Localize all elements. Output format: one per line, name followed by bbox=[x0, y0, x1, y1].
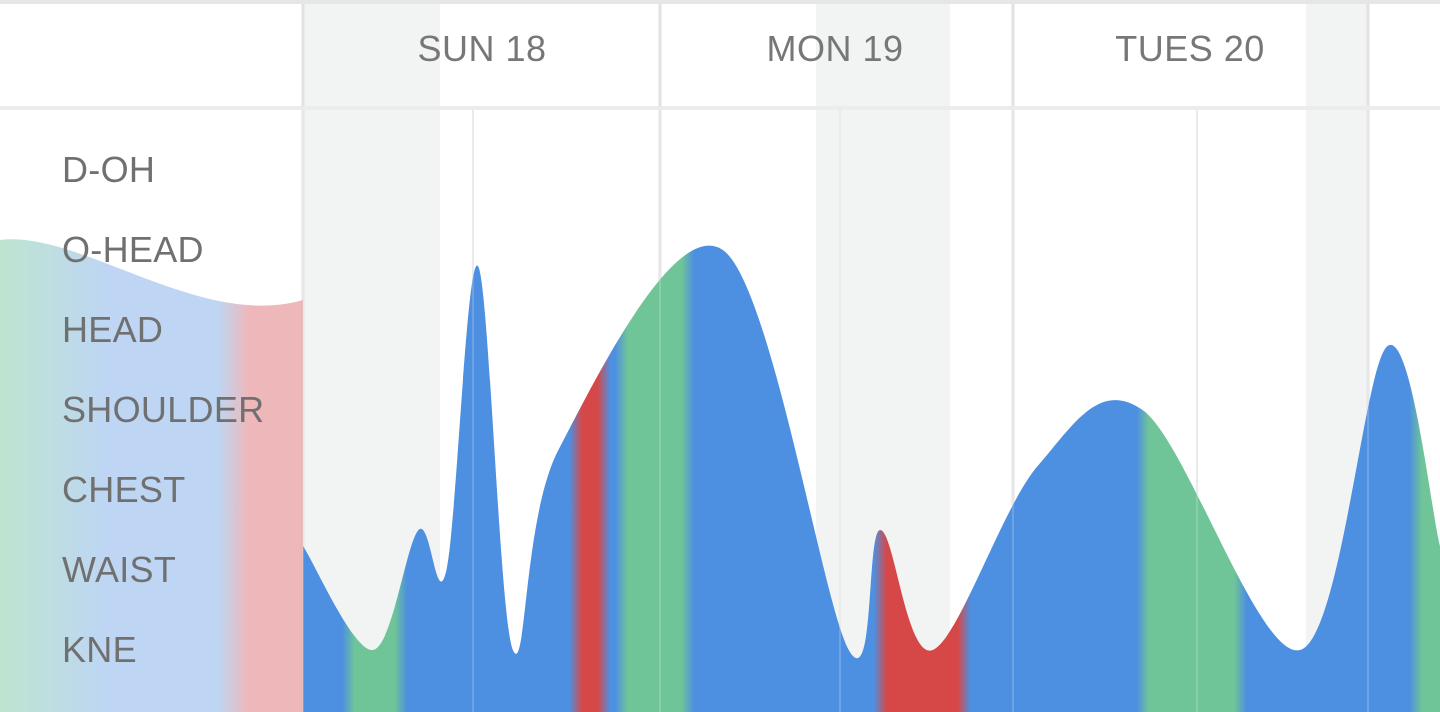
top-border bbox=[0, 0, 1440, 4]
y-label-chest: CHEST bbox=[62, 469, 186, 510]
faded-left-area bbox=[0, 239, 303, 712]
wave-height-area bbox=[303, 245, 1440, 712]
y-label-kne: KNE bbox=[62, 629, 137, 670]
y-label-shoulder: SHOULDER bbox=[62, 389, 265, 430]
y-label-o-head: O-HEAD bbox=[62, 229, 204, 270]
y-label-d-oh: D-OH bbox=[62, 149, 156, 190]
day-label-sun-18[interactable]: SUN 18 bbox=[417, 28, 547, 69]
y-label-waist: WAIST bbox=[62, 549, 177, 590]
y-label-head: HEAD bbox=[62, 309, 164, 350]
header-divider bbox=[0, 106, 1440, 110]
day-label-tues-20[interactable]: TUES 20 bbox=[1115, 28, 1265, 69]
day-label-mon-19[interactable]: MON 19 bbox=[766, 28, 904, 69]
